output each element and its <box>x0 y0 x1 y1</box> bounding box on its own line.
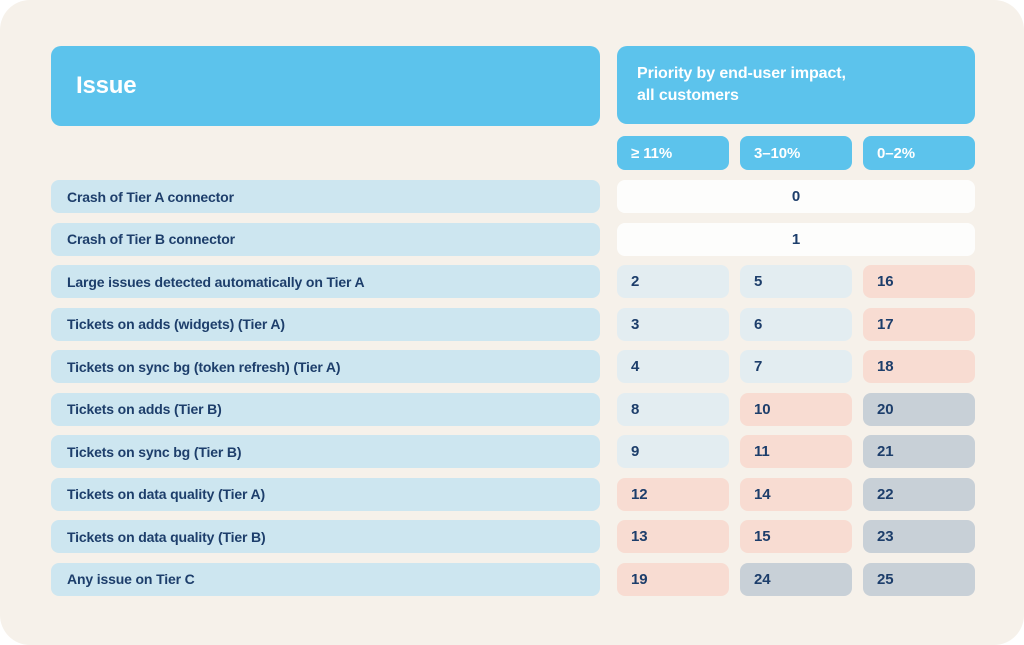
row-cells: 1 <box>617 222 975 256</box>
table-row: Tickets on data quality (Tier A) 12 14 22 <box>51 477 975 511</box>
row-cells: 4 7 18 <box>617 350 975 383</box>
value-cell: 5 <box>740 265 852 298</box>
table-row: Tickets on data quality (Tier B) 13 15 23 <box>51 520 975 553</box>
row-cells: 0 <box>617 180 975 213</box>
value-cell: 14 <box>740 477 852 511</box>
value-cell: 7 <box>740 350 852 383</box>
column-headers: ≥ 11% 3–10% 0–2% <box>617 136 975 170</box>
value-cell: 15 <box>740 520 852 553</box>
row-cells: 8 10 20 <box>617 392 975 426</box>
issue-label: Tickets on sync bg (token refresh) (Tier… <box>51 350 600 383</box>
header-row: Issue Priority by end-user impact, all c… <box>51 46 975 126</box>
value-cell: 19 <box>617 562 729 596</box>
value-cell: 18 <box>863 350 975 383</box>
value-cell: 6 <box>740 307 852 341</box>
table-row: Large issues detected automatically on T… <box>51 265 975 298</box>
value-cell: 16 <box>863 265 975 298</box>
value-cell: 2 <box>617 265 729 298</box>
issue-label: Crash of Tier A connector <box>51 180 600 213</box>
issue-label: Tickets on sync bg (Tier B) <box>51 435 600 468</box>
issue-label: Crash of Tier B connector <box>51 222 600 256</box>
table-row: Crash of Tier A connector 0 <box>51 180 975 213</box>
issue-label: Tickets on adds (widgets) (Tier A) <box>51 307 600 341</box>
column-header: 0–2% <box>863 136 975 170</box>
issue-label: Tickets on data quality (Tier A) <box>51 477 600 511</box>
table-row: Tickets on adds (Tier B) 8 10 20 <box>51 392 975 426</box>
value-cell: 21 <box>863 435 975 468</box>
row-cells: 3 6 17 <box>617 307 975 341</box>
priority-header-label: Priority by end-user impact, all custome… <box>637 65 846 104</box>
issue-label: Any issue on Tier C <box>51 562 600 596</box>
value-cell: 25 <box>863 562 975 596</box>
value-cell: 24 <box>740 562 852 596</box>
table-row: Tickets on sync bg (Tier B) 9 11 21 <box>51 435 975 468</box>
priority-header: Priority by end-user impact, all custome… <box>617 46 975 124</box>
row-cells: 12 14 22 <box>617 477 975 511</box>
matrix-content: Issue Priority by end-user impact, all c… <box>51 46 975 605</box>
value-cell: 9 <box>617 435 729 468</box>
value-cell: 10 <box>740 392 852 426</box>
value-cell: 13 <box>617 520 729 553</box>
issue-label: Tickets on data quality (Tier B) <box>51 520 600 553</box>
issue-label: Tickets on adds (Tier B) <box>51 392 600 426</box>
table-row: Tickets on adds (widgets) (Tier A) 3 6 17 <box>51 307 975 341</box>
value-cell: 4 <box>617 350 729 383</box>
value-cell: 11 <box>740 435 852 468</box>
row-cells: 19 24 25 <box>617 562 975 596</box>
issue-header: Issue <box>51 46 600 126</box>
column-header: ≥ 11% <box>617 136 729 170</box>
row-cells: 2 5 16 <box>617 265 975 298</box>
issue-label: Large issues detected automatically on T… <box>51 265 600 298</box>
table-row: Crash of Tier B connector 1 <box>51 222 975 256</box>
value-cell: 3 <box>617 307 729 341</box>
value-cell: 20 <box>863 392 975 426</box>
value-cell: 12 <box>617 477 729 511</box>
column-header: 3–10% <box>740 136 852 170</box>
row-cells: 9 11 21 <box>617 435 975 468</box>
value-cell: 8 <box>617 392 729 426</box>
table-row: Tickets on sync bg (token refresh) (Tier… <box>51 350 975 383</box>
value-cell: 22 <box>863 477 975 511</box>
rows-container: Crash of Tier A connector 0 Crash of Tier … <box>51 180 975 596</box>
table-row: Any issue on Tier C 19 24 25 <box>51 562 975 596</box>
value-cell: 17 <box>863 307 975 341</box>
value-cell: 23 <box>863 520 975 553</box>
value-cell: 1 <box>617 222 975 256</box>
row-cells: 13 15 23 <box>617 520 975 553</box>
value-cell: 0 <box>617 180 975 213</box>
issue-header-label: Issue <box>76 72 137 99</box>
